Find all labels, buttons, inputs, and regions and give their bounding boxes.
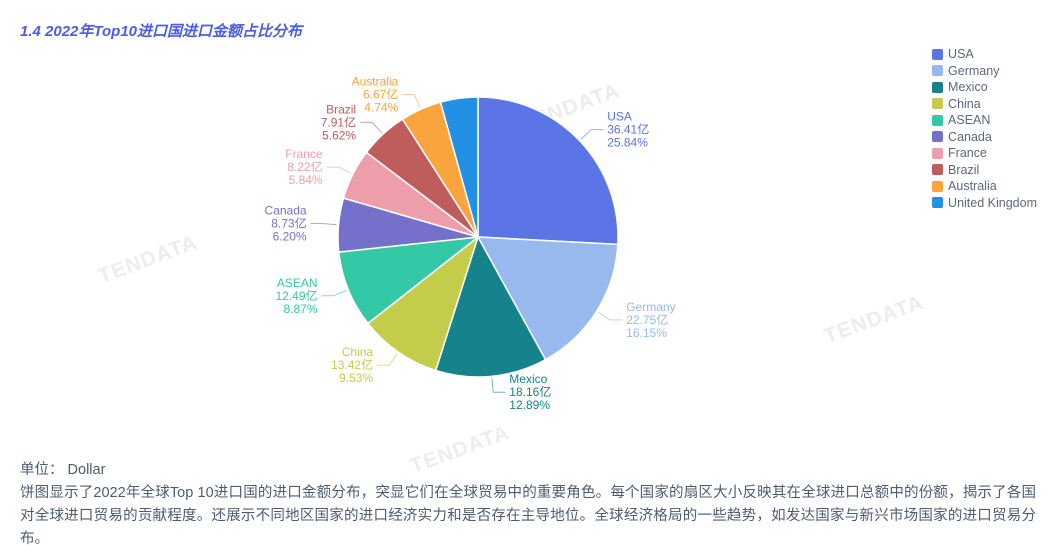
pie-label-asean: ASEAN <box>277 276 318 290</box>
legend-swatch-icon <box>932 81 944 93</box>
legend-label: China <box>948 96 981 111</box>
pie-label-germany: Germany <box>626 300 675 314</box>
legend-label: Australia <box>948 179 997 194</box>
legend-swatch-icon <box>932 164 944 176</box>
pie-label-brazil: 7.91亿 <box>321 114 356 129</box>
legend-label: ASEAN <box>948 113 991 128</box>
pie-label-asean: 8.87% <box>283 302 317 316</box>
page-title: 1.4 2022年Top10进口国进口金额占比分布 <box>20 23 303 40</box>
label-line-mexico <box>491 378 506 393</box>
legend-item-usa[interactable]: USA <box>932 46 1037 63</box>
pie-label-germany: 16.15% <box>626 326 667 340</box>
pie-label-germany: 22.75亿 <box>626 312 668 327</box>
pie-slice-germany[interactable] <box>477 236 619 361</box>
pie-label-mexico: 12.89% <box>509 398 550 412</box>
label-line-asean <box>321 290 347 297</box>
chart-legend: USA Germany Mexico China ASEAN Canada France Br… <box>932 46 1037 211</box>
legend-label: Germany <box>948 63 1000 78</box>
legend-item-china[interactable]: China <box>932 96 1037 113</box>
legend-item-united-kingdom[interactable]: United Kingdom <box>932 195 1037 212</box>
legend-label: France <box>948 146 987 161</box>
pie-label-australia: 4.74% <box>364 101 398 115</box>
pie-label-usa: USA <box>607 110 632 124</box>
pie-slice-united-kingdom[interactable] <box>439 96 479 238</box>
pie-label-china: 13.42亿 <box>331 357 373 372</box>
pie-label-china: China <box>342 345 374 359</box>
legend-swatch-icon <box>932 131 944 143</box>
legend-item-mexico[interactable]: Mexico <box>932 79 1037 96</box>
pie-slice-usa[interactable] <box>477 96 619 246</box>
pie-label-canada: Canada <box>265 204 307 218</box>
pie-label-australia: 6.67亿 <box>363 87 398 102</box>
pie-slice-china[interactable] <box>367 236 479 372</box>
pie-label-canada: 8.73亿 <box>271 216 306 231</box>
legend-swatch-icon <box>932 147 944 159</box>
pie-label-france: France <box>285 147 323 161</box>
legend-item-australia[interactable]: Australia <box>932 178 1037 195</box>
pie-label-australia: Australia <box>352 75 399 89</box>
legend-label: Canada <box>948 129 992 144</box>
pie-label-usa: 36.41亿 <box>607 122 649 137</box>
pie-slice-mexico[interactable] <box>434 236 547 378</box>
pie-label-france: 5.84% <box>289 173 323 187</box>
chart-footer: 单位： Dollar 饼图显示了2022年全球Top 10进口国的进口金额分布，… <box>20 458 1036 550</box>
pie-label-usa: 25.84% <box>607 136 648 150</box>
label-line-usa <box>580 129 604 140</box>
label-line-china <box>377 353 398 366</box>
pie-label-canada: 6.20% <box>273 230 307 244</box>
pie-label-france: 8.22亿 <box>287 159 322 174</box>
legend-swatch-icon <box>932 65 944 77</box>
label-line-germany <box>598 311 623 321</box>
legend-swatch-icon <box>932 114 944 126</box>
pie-label-mexico: Mexico <box>509 372 547 386</box>
legend-swatch-icon <box>932 197 944 209</box>
legend-label: USA <box>948 47 974 62</box>
label-line-france <box>326 166 352 174</box>
legend-item-brazil[interactable]: Brazil <box>932 162 1037 179</box>
legend-label: Mexico <box>948 80 988 95</box>
label-line-brazil <box>360 121 382 134</box>
legend-item-france[interactable]: France <box>932 145 1037 162</box>
unit-label: 单位： Dollar <box>20 462 106 478</box>
pie-label-mexico: 18.16亿 <box>509 384 551 399</box>
pie-label-china: 9.53% <box>339 371 373 385</box>
legend-label: United Kingdom <box>948 195 1037 210</box>
legend-item-canada[interactable]: Canada <box>932 129 1037 146</box>
legend-item-asean[interactable]: ASEAN <box>932 112 1037 129</box>
legend-swatch-icon <box>932 48 944 60</box>
label-line-australia <box>402 94 421 108</box>
label-line-canada <box>310 223 337 226</box>
legend-item-germany[interactable]: Germany <box>932 63 1037 80</box>
chart-description: 饼图显示了2022年全球Top 10进口国的进口金额分布，突显它们在全球贸易中的… <box>20 485 1036 547</box>
pie-label-brazil: 5.62% <box>322 128 356 142</box>
pie-label-brazil: Brazil <box>326 102 356 116</box>
legend-label: Brazil <box>948 162 980 177</box>
legend-swatch-icon <box>932 180 944 192</box>
legend-swatch-icon <box>932 98 944 110</box>
pie-label-asean: 12.49亿 <box>275 288 317 303</box>
